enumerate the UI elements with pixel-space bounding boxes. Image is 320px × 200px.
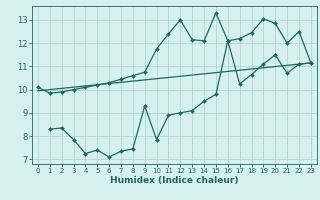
X-axis label: Humidex (Indice chaleur): Humidex (Indice chaleur) <box>110 176 239 185</box>
